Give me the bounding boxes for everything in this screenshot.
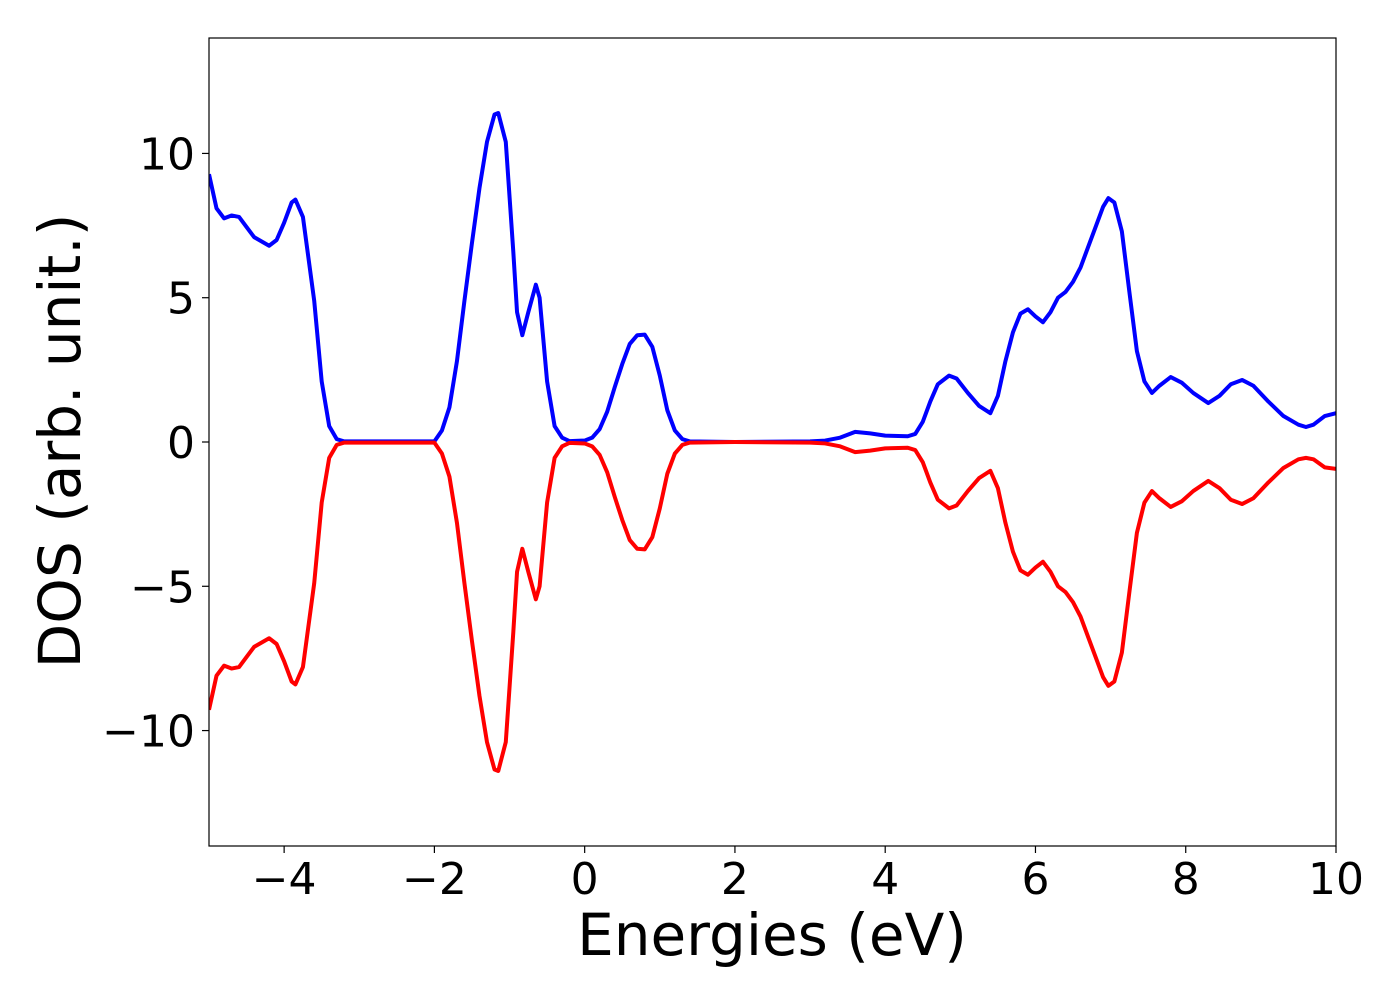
- y-tick-label: 0: [167, 418, 195, 469]
- x-tick-label: 0: [571, 854, 599, 905]
- y-tick-label: −10: [102, 707, 195, 758]
- y-axis-label: DOS (arb. unit.): [26, 214, 94, 669]
- x-tick-label: 4: [871, 854, 899, 905]
- dos-line: [209, 440, 1336, 773]
- y-tick-label: −5: [130, 562, 195, 613]
- x-tick-label: 2: [721, 854, 749, 905]
- x-tick-label: 8: [1172, 854, 1200, 905]
- x-tick-label: 10: [1308, 854, 1364, 905]
- x-tick-label: −2: [402, 854, 467, 905]
- y-tick-label: 10: [139, 129, 195, 180]
- x-axis-label: Energies (eV): [577, 901, 967, 969]
- plot-area: [209, 111, 1336, 773]
- x-tick-label: 6: [1021, 854, 1049, 905]
- x-tick-label: −4: [252, 854, 317, 905]
- y-tick-label: 5: [167, 274, 195, 325]
